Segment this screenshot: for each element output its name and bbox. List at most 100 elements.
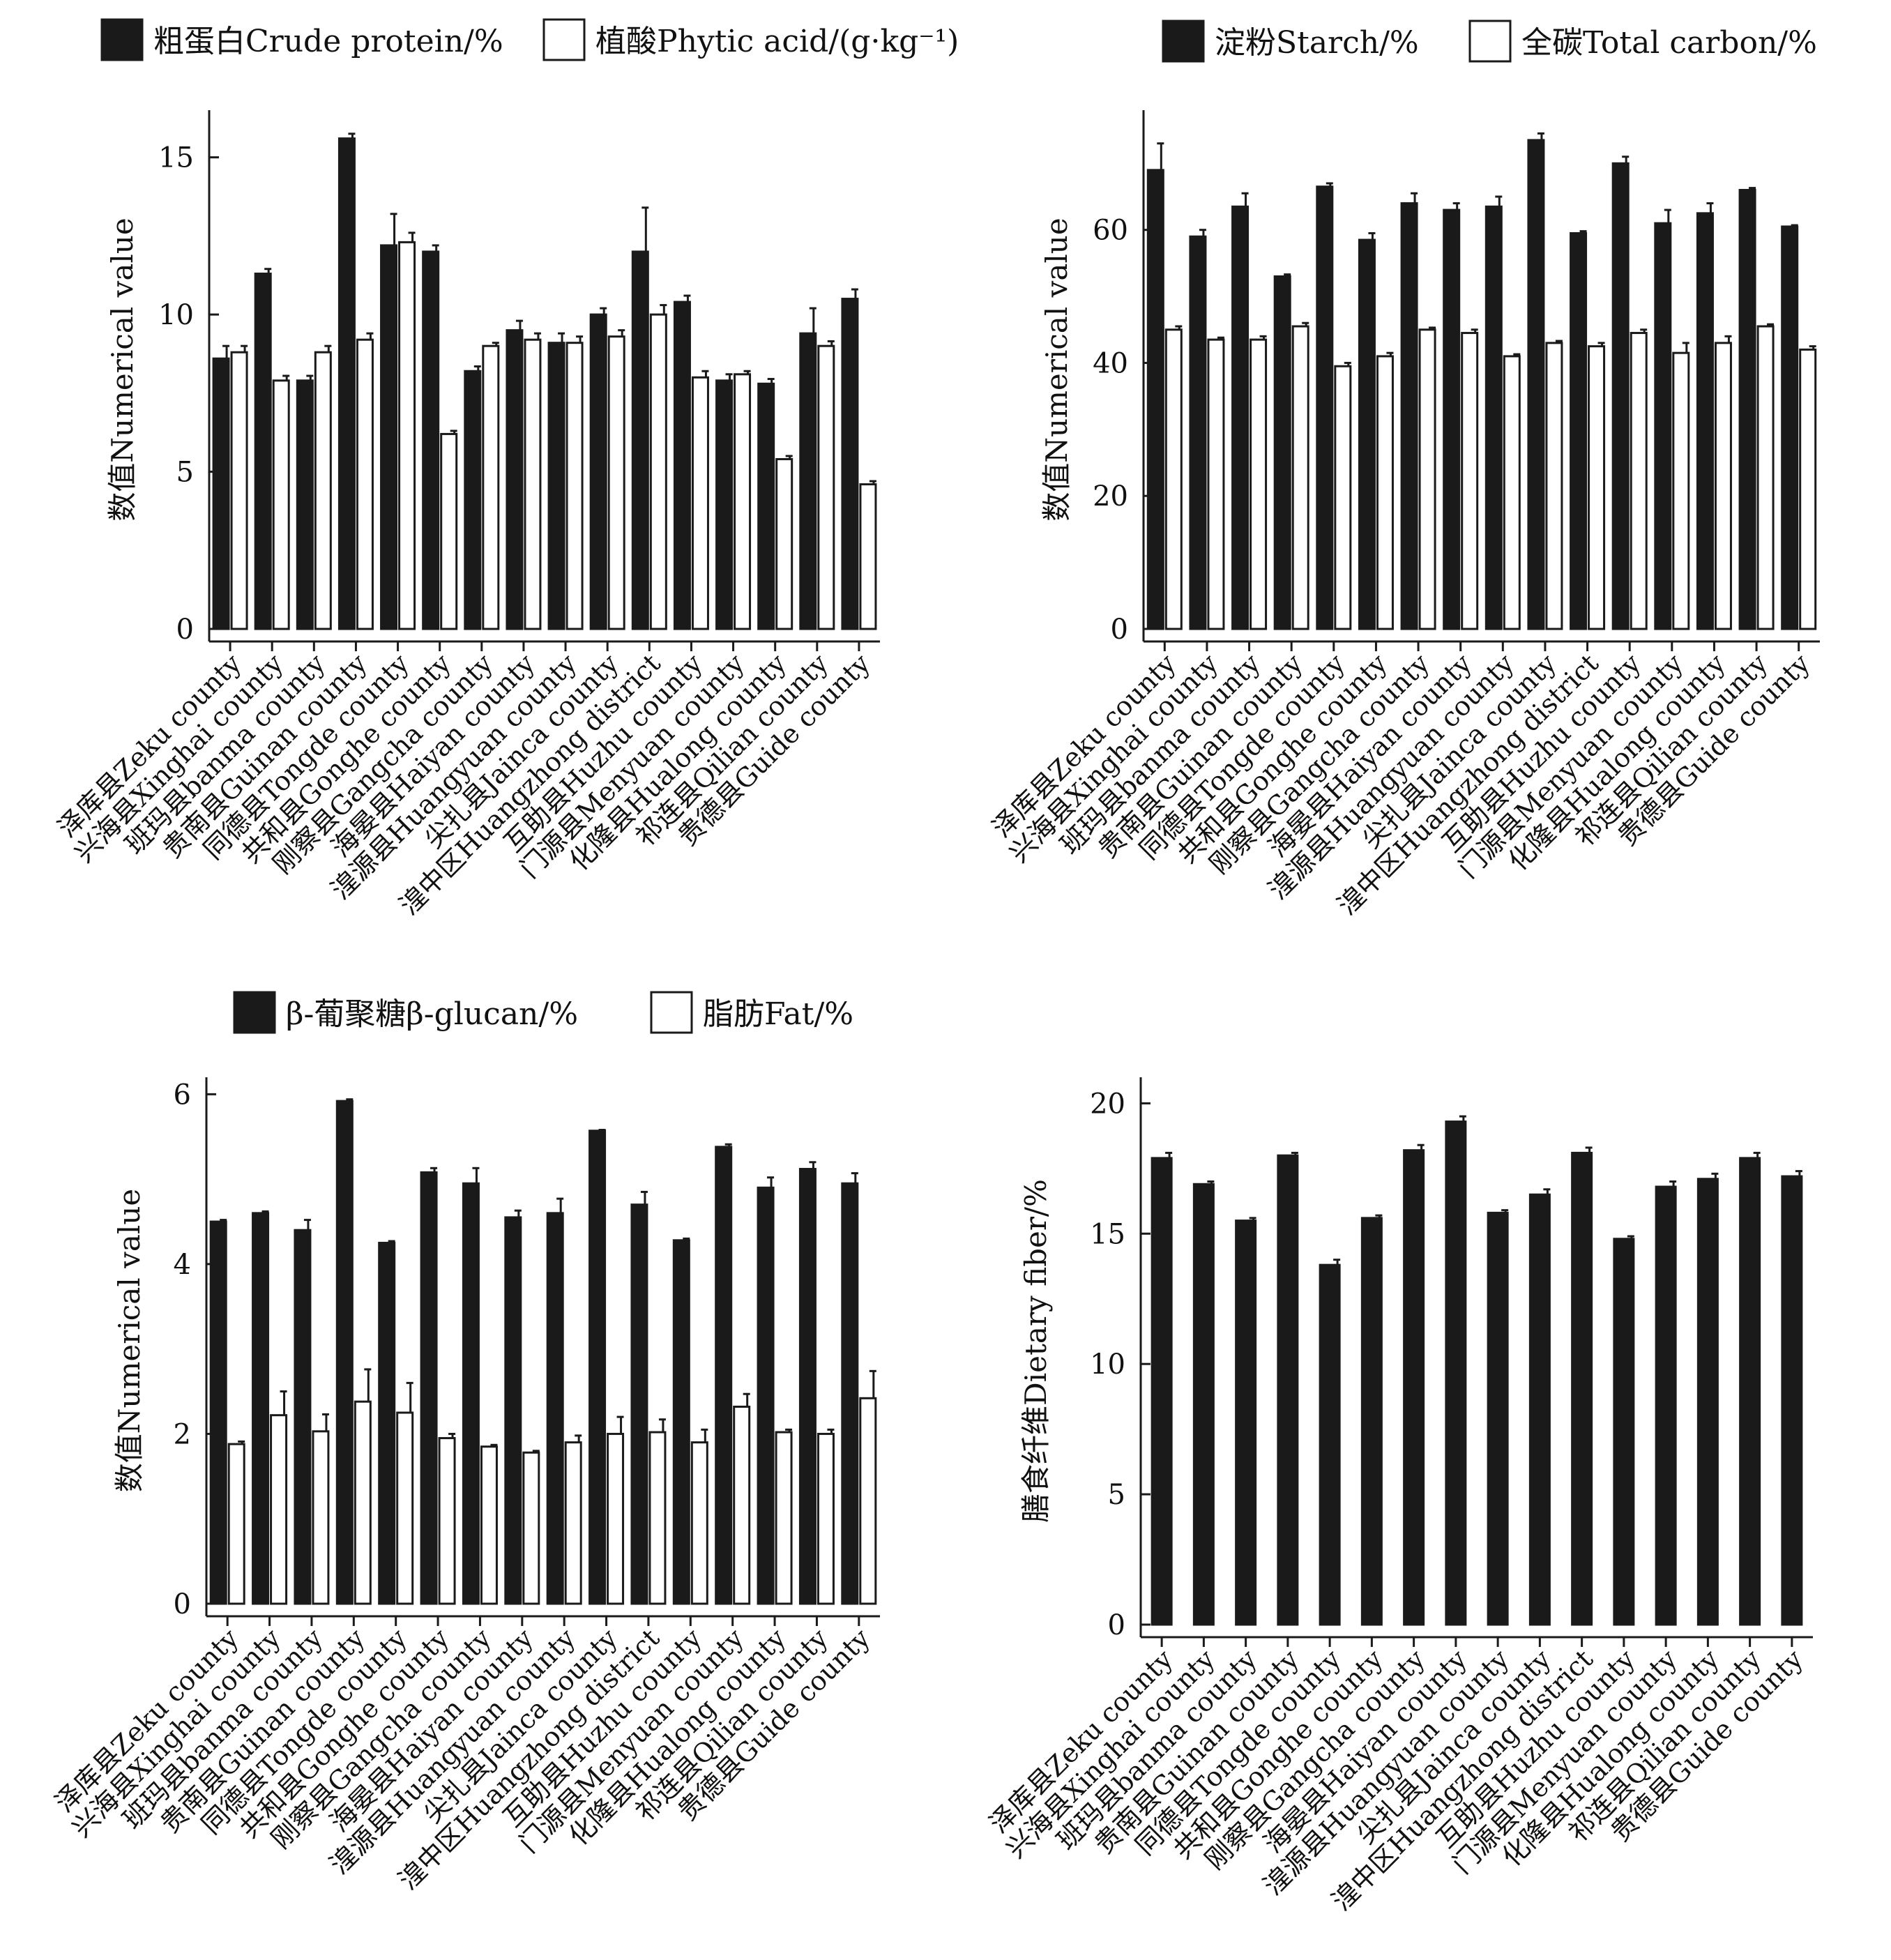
bar-hollow-13: [1672, 351, 1690, 630]
bar-filled-16: [841, 298, 859, 630]
bar-hollow-12: [690, 1441, 708, 1605]
bar-hollow-2: [1207, 338, 1225, 630]
bar-filled-1: [209, 1220, 227, 1605]
bar-filled-15: [1738, 188, 1756, 630]
bar-hollow-10: [1545, 342, 1563, 630]
bar-hollow-15: [817, 344, 835, 630]
bar-filled-5: [380, 244, 398, 630]
bar-hollow-8: [1461, 332, 1479, 630]
y-tick-label: 0: [174, 1588, 191, 1620]
bar-hollow-5: [1334, 365, 1352, 630]
bar-filled-16: [1781, 225, 1799, 630]
bar-filled-12: [673, 301, 691, 630]
y-tick-label: 20: [1090, 1088, 1125, 1120]
bar-filled-11: [1570, 231, 1588, 630]
bar-hollow-9: [1503, 355, 1521, 630]
bar-filled-2: [252, 1212, 270, 1605]
bar-filled-9: [546, 1212, 564, 1605]
bar-hollow-2: [270, 1414, 288, 1605]
bar-filled-11: [1571, 1151, 1593, 1626]
bar-hollow-15: [1756, 325, 1775, 630]
bar-hollow-7: [1418, 328, 1436, 630]
legend-swatch-filled: [233, 991, 276, 1034]
bar-filled-15: [798, 1168, 817, 1605]
bar-hollow-13: [733, 1405, 751, 1605]
bar-filled-10: [589, 313, 607, 630]
y-tick-label: 60: [1093, 215, 1128, 247]
y-tick-label: 0: [1108, 1609, 1125, 1641]
bar-filled-7: [1400, 202, 1418, 630]
bar-hollow-9: [564, 1441, 582, 1605]
bar-filled-15: [1739, 1157, 1761, 1626]
bar-filled-14: [1696, 1178, 1719, 1626]
bar-hollow-8: [524, 338, 542, 630]
bar-hollow-11: [648, 1431, 667, 1605]
bar-hollow-12: [1630, 332, 1648, 630]
bar-filled-8: [1443, 208, 1461, 630]
bar-filled-8: [504, 1216, 522, 1605]
bar-filled-9: [547, 342, 565, 630]
bar-filled-2: [1192, 1183, 1215, 1626]
y-tick-label: 10: [158, 299, 194, 331]
bar-filled-11: [631, 250, 649, 630]
bar-filled-8: [1445, 1120, 1467, 1626]
y-axis-label: 膳食纤维Dietary fiber/%: [1019, 1179, 1053, 1523]
bar-hollow-15: [817, 1432, 835, 1605]
bar-hollow-16: [1799, 348, 1817, 630]
y-tick-label: 0: [1111, 614, 1128, 646]
bar-filled-7: [464, 370, 482, 630]
bar-filled-2: [1189, 235, 1207, 630]
bar-hollow-5: [398, 241, 416, 630]
y-tick-label: 15: [158, 142, 194, 174]
bar-filled-1: [1150, 1157, 1173, 1626]
bar-filled-3: [1235, 1220, 1257, 1626]
bar-hollow-4: [356, 338, 374, 630]
bar-hollow-3: [314, 351, 332, 630]
y-tick-label: 15: [1090, 1218, 1125, 1250]
bar-hollow-7: [480, 1445, 498, 1605]
bar-hollow-6: [440, 432, 458, 630]
bar-filled-9: [1484, 205, 1503, 630]
bar-hollow-3: [1250, 338, 1268, 630]
bar-filled-4: [1273, 275, 1291, 630]
y-tick-label: 20: [1093, 480, 1128, 512]
bar-hollow-16: [859, 483, 877, 630]
bar-hollow-2: [272, 379, 290, 630]
bar-filled-5: [1316, 185, 1334, 630]
bar-filled-12: [1611, 162, 1630, 630]
bar-hollow-14: [1714, 342, 1732, 630]
bar-filled-8: [506, 329, 524, 630]
legend-label: 粗蛋白Crude protein/%: [153, 24, 503, 59]
bar-filled-7: [1403, 1149, 1425, 1626]
bar-filled-11: [630, 1203, 648, 1605]
bar-hollow-8: [522, 1451, 540, 1605]
legend-swatch-filled: [1162, 20, 1205, 63]
bar-filled-5: [378, 1241, 396, 1605]
bar-hollow-7: [482, 344, 500, 630]
bar-filled-4: [335, 1100, 354, 1605]
bar-filled-10: [588, 1130, 607, 1605]
bar-filled-14: [757, 1186, 775, 1605]
legend-label: β-葡聚糖β-glucan/%: [286, 996, 578, 1032]
bar-filled-6: [422, 250, 440, 630]
bar-hollow-9: [565, 342, 584, 630]
bar-filled-6: [1360, 1217, 1383, 1626]
bar-filled-13: [715, 379, 734, 630]
bar-filled-6: [1358, 238, 1376, 630]
bar-filled-12: [672, 1239, 690, 1605]
bar-filled-7: [462, 1182, 480, 1605]
legend-swatch-filled: [100, 18, 144, 61]
bar-filled-2: [254, 272, 272, 630]
y-tick-label: 4: [174, 1249, 191, 1281]
bar-hollow-1: [227, 1443, 245, 1605]
bar-hollow-12: [691, 376, 709, 630]
bar-filled-5: [1319, 1263, 1341, 1626]
bar-hollow-5: [396, 1411, 414, 1605]
bar-hollow-14: [775, 458, 793, 630]
bar-hollow-4: [354, 1400, 372, 1605]
bar-hollow-14: [775, 1431, 793, 1605]
y-tick-label: 5: [1108, 1479, 1125, 1511]
legend-label: 全碳Total carbon/%: [1521, 25, 1817, 61]
